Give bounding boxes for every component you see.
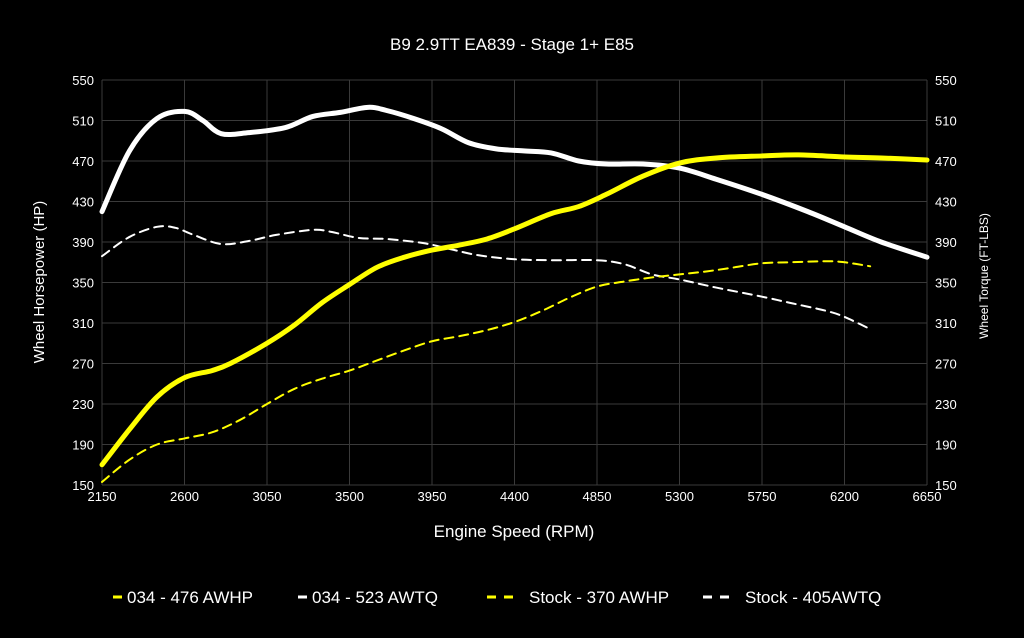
x-tick-label: 4850 xyxy=(583,489,612,504)
y-tick-label: 470 xyxy=(72,154,94,169)
y-tick-label: 430 xyxy=(72,195,94,210)
y-tick-label: 350 xyxy=(72,276,94,291)
series-line-1 xyxy=(99,152,930,468)
series-line-3 xyxy=(101,260,872,483)
y-axis-ticks: 150 190 230 270 310 350 390 430 470 510 550 xyxy=(72,73,94,493)
x-tick-label: 6650 xyxy=(913,489,942,504)
x-tick-label: 2150 xyxy=(88,489,117,504)
y2-tick-label: 350 xyxy=(935,276,957,291)
x-tick-label: 3950 xyxy=(418,489,447,504)
y2-tick-label: 430 xyxy=(935,195,957,210)
y-tick-label: 310 xyxy=(72,316,94,331)
legend-label: Stock - 370 AWHP xyxy=(529,588,669,607)
x-tick-label: 5300 xyxy=(665,489,694,504)
y2-tick-label: 150 xyxy=(935,478,957,493)
y-tick-label: 190 xyxy=(72,438,94,453)
legend-label: 034 - 476 AWHP xyxy=(127,588,253,607)
y2-tick-label: 190 xyxy=(935,438,957,453)
y-tick-label: 150 xyxy=(72,478,94,493)
y2-tick-label: 270 xyxy=(935,357,957,372)
y-tick-label: 230 xyxy=(72,397,94,412)
y-tick-label: 390 xyxy=(72,235,94,250)
x-axis-ticks: 2150 2600 3050 3500 3950 4400 4850 5300 5750 6200… xyxy=(88,489,942,504)
y-tick-label: 550 xyxy=(72,73,94,88)
gridlines xyxy=(101,79,928,486)
y-axis-label: Wheel Horsepower (HP) xyxy=(31,201,48,364)
x-tick-label: 2600 xyxy=(170,489,199,504)
chart-title: B9 2.9TT EA839 - Stage 1+ E85 xyxy=(390,35,634,54)
x-tick-label: 5750 xyxy=(748,489,777,504)
y2-tick-label: 390 xyxy=(935,235,957,250)
x-tick-label: 3050 xyxy=(253,489,282,504)
series-lines xyxy=(99,104,930,483)
legend-label: 034 - 523 AWTQ xyxy=(312,588,438,607)
x-tick-label: 6200 xyxy=(830,489,859,504)
y-tick-label: 270 xyxy=(72,357,94,372)
series-line-2 xyxy=(99,104,930,260)
y2-tick-label: 470 xyxy=(935,154,957,169)
x-tick-label: 4400 xyxy=(500,489,529,504)
y-tick-label: 510 xyxy=(72,114,94,129)
y2-tick-label: 550 xyxy=(935,73,957,88)
y2-axis-label: Wheel Torque (FT-LBS) xyxy=(977,213,991,339)
legend-label: Stock - 405AWTQ xyxy=(745,588,881,607)
y2-tick-label: 230 xyxy=(935,397,957,412)
x-axis-label: Engine Speed (RPM) xyxy=(434,522,595,541)
y2-tick-label: 510 xyxy=(935,114,957,129)
legend: 034 - 476 AWHP 034 - 523 AWTQ Stock - 370 … xyxy=(113,588,881,607)
x-tick-label: 3500 xyxy=(335,489,364,504)
y2-tick-label: 310 xyxy=(935,316,957,331)
y2-axis-ticks: 150 190 230 270 310 350 390 430 470 510 550 xyxy=(935,73,957,493)
